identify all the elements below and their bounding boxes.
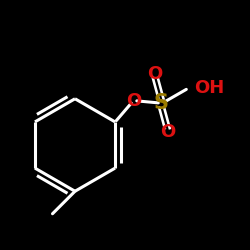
Text: O: O (126, 92, 142, 110)
Text: O: O (160, 123, 175, 141)
Text: O: O (148, 66, 163, 84)
Text: OH: OH (194, 79, 224, 97)
Text: S: S (154, 93, 169, 113)
